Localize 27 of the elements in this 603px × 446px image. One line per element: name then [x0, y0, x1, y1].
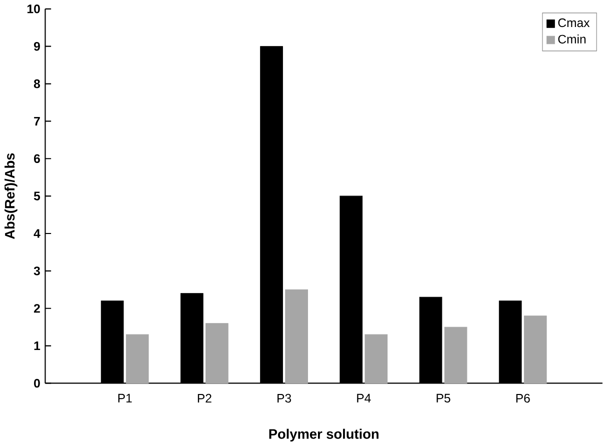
- bar: [524, 316, 547, 384]
- y-tick-label: 4: [34, 229, 40, 238]
- y-tick-label: 1: [34, 342, 40, 350]
- x-tick-label: P2: [198, 394, 212, 402]
- bar: [206, 323, 228, 384]
- y-axis-title: Abs(Ref)/Abs: [4, 153, 18, 239]
- x-tick-label: P6: [516, 394, 530, 403]
- y-tick-label: 6: [34, 154, 40, 163]
- legend-label: Cmax: [558, 18, 590, 28]
- y-tick-label: 10: [27, 4, 40, 14]
- y-tick-label: 0: [34, 378, 40, 388]
- y-tick-label: 7: [34, 116, 40, 126]
- x-tick-label: P3: [278, 394, 292, 403]
- y-tick-label: 2: [34, 304, 40, 313]
- legend-label: Cmin: [558, 34, 586, 44]
- y-tick-label: 8: [34, 79, 40, 88]
- bar: [364, 334, 388, 384]
- bar: [285, 289, 308, 384]
- x-tick-label: P4: [357, 394, 371, 402]
- x-tick-label: P5: [436, 394, 450, 402]
- bar: [444, 326, 468, 384]
- y-tick-label: 5: [34, 192, 40, 200]
- x-axis-title: Polymer solution: [269, 428, 378, 442]
- y-tick-label: 9: [34, 42, 40, 51]
- y-tick-label: 3: [34, 266, 40, 276]
- bar: [126, 334, 149, 384]
- x-tick-label: P1: [118, 394, 132, 402]
